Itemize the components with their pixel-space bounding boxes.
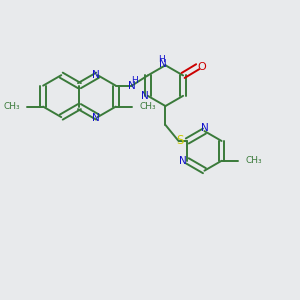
Text: CH₃: CH₃ (140, 102, 156, 111)
Text: N: N (179, 156, 187, 166)
Text: CH₃: CH₃ (245, 156, 262, 165)
Text: N: N (159, 59, 167, 69)
Text: S: S (176, 134, 184, 148)
Text: N: N (201, 123, 208, 133)
Text: N: N (92, 113, 100, 123)
Text: N: N (92, 70, 100, 80)
Text: CH₃: CH₃ (3, 102, 20, 111)
Text: N: N (128, 81, 136, 91)
Text: H: H (131, 76, 137, 85)
Text: H: H (158, 55, 164, 64)
Text: N: N (141, 91, 149, 101)
Text: O: O (197, 62, 206, 72)
